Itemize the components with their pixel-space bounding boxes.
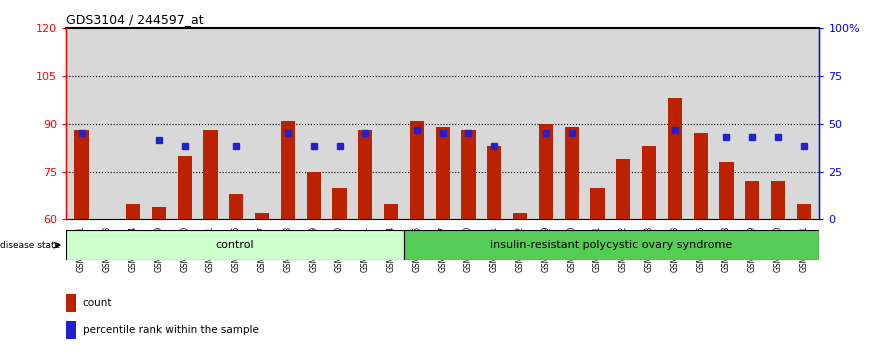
Bar	[66, 230, 403, 260]
Bar	[745, 181, 759, 219]
Bar	[307, 172, 321, 219]
Bar	[462, 130, 476, 219]
Bar	[281, 121, 295, 219]
Bar	[435, 127, 450, 219]
Bar	[642, 146, 656, 219]
Bar	[590, 188, 604, 219]
Text: insulin-resistant polycystic ovary syndrome: insulin-resistant polycystic ovary syndr…	[491, 240, 733, 250]
Bar	[66, 295, 76, 312]
Bar	[565, 127, 579, 219]
Text: GDS3104 / 244597_at: GDS3104 / 244597_at	[66, 13, 204, 26]
Bar	[616, 159, 631, 219]
Bar	[75, 130, 89, 219]
Bar	[255, 213, 270, 219]
Bar	[359, 130, 373, 219]
Bar	[513, 213, 527, 219]
Bar	[204, 130, 218, 219]
Text: percentile rank within the sample: percentile rank within the sample	[83, 325, 259, 335]
Bar	[410, 121, 424, 219]
Bar	[693, 133, 707, 219]
Bar	[332, 188, 346, 219]
Bar	[796, 204, 811, 219]
Bar	[229, 194, 243, 219]
Bar	[178, 156, 192, 219]
Bar	[668, 98, 682, 219]
Bar	[720, 162, 734, 219]
Bar	[539, 124, 553, 219]
Bar	[126, 204, 140, 219]
Bar	[384, 204, 398, 219]
Text: control: control	[216, 240, 255, 250]
Bar	[487, 146, 501, 219]
Bar	[152, 207, 166, 219]
Bar	[66, 321, 76, 339]
Text: disease state: disease state	[0, 241, 60, 250]
Bar	[403, 230, 819, 260]
Text: count: count	[83, 298, 112, 308]
Bar	[771, 181, 785, 219]
